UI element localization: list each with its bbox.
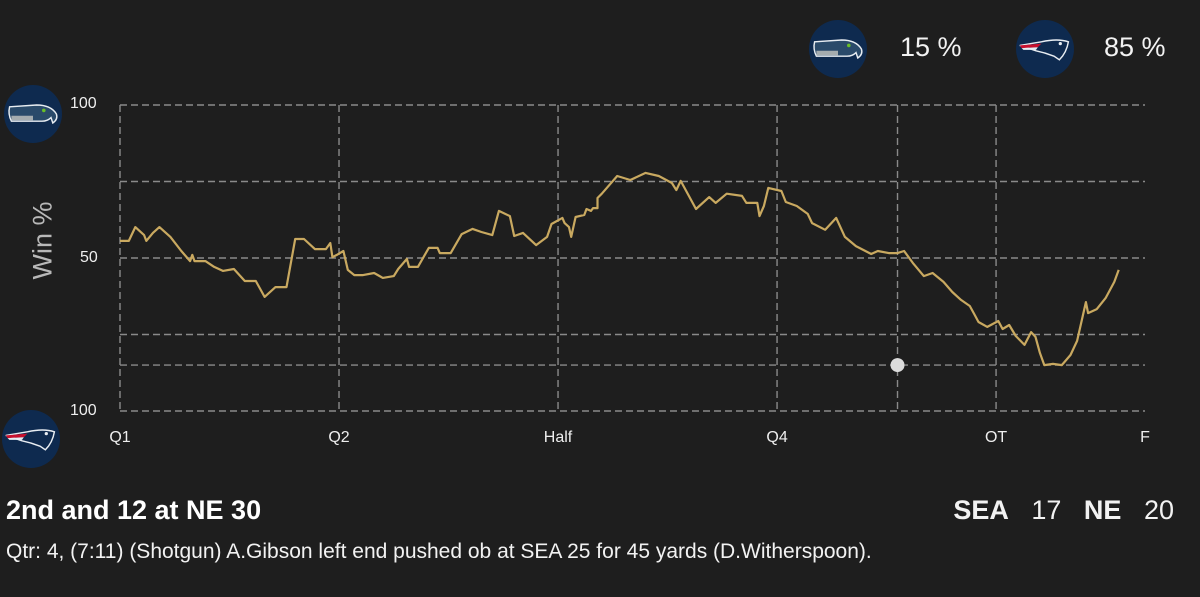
down-and-distance: 2nd and 12 at NE 30: [6, 495, 262, 525]
seahawks-logo-header: [809, 20, 867, 78]
x-axis-ticks: Q1 Q2 Half Q4 OT F: [109, 429, 1150, 446]
x-tick-label: Q1: [109, 429, 130, 446]
x-tick-label: Half: [544, 429, 573, 446]
x-tick-label: Q2: [328, 429, 349, 446]
seahawks-logo-axis: [4, 85, 62, 143]
patriots-icon: [1019, 39, 1070, 61]
current-play-marker[interactable]: [890, 358, 905, 373]
play-description: Qtr: 4, (7:11) (Shotgun) A.Gibson left e…: [6, 540, 872, 563]
team2-score: 20: [1143, 495, 1174, 525]
x-tick-label: Q4: [766, 429, 787, 446]
gridlines: [119, 104, 1145, 412]
team1-score: 17: [1031, 495, 1062, 525]
seahawks-icon: [813, 39, 863, 60]
scoreboard: SEA 17 NE 20: [953, 495, 1174, 526]
y-tick-middle: 50: [80, 249, 98, 266]
patriots-logo-header: [1016, 20, 1074, 78]
sea-win-pct: 15 %: [900, 32, 962, 62]
team1-abbr: SEA: [953, 495, 1009, 525]
x-tick-label: OT: [985, 429, 1007, 446]
patriots-icon: [5, 429, 56, 451]
team2-abbr: NE: [1083, 495, 1122, 525]
y-tick-top: 100: [70, 95, 97, 112]
x-tick-label: F: [1140, 429, 1150, 446]
sea-win-line: [120, 171, 1120, 367]
patriots-logo-axis: [2, 410, 60, 468]
seahawks-icon: [8, 104, 58, 125]
ne-win-pct: 85 %: [1104, 32, 1166, 62]
y-tick-bottom: 100: [70, 402, 97, 419]
